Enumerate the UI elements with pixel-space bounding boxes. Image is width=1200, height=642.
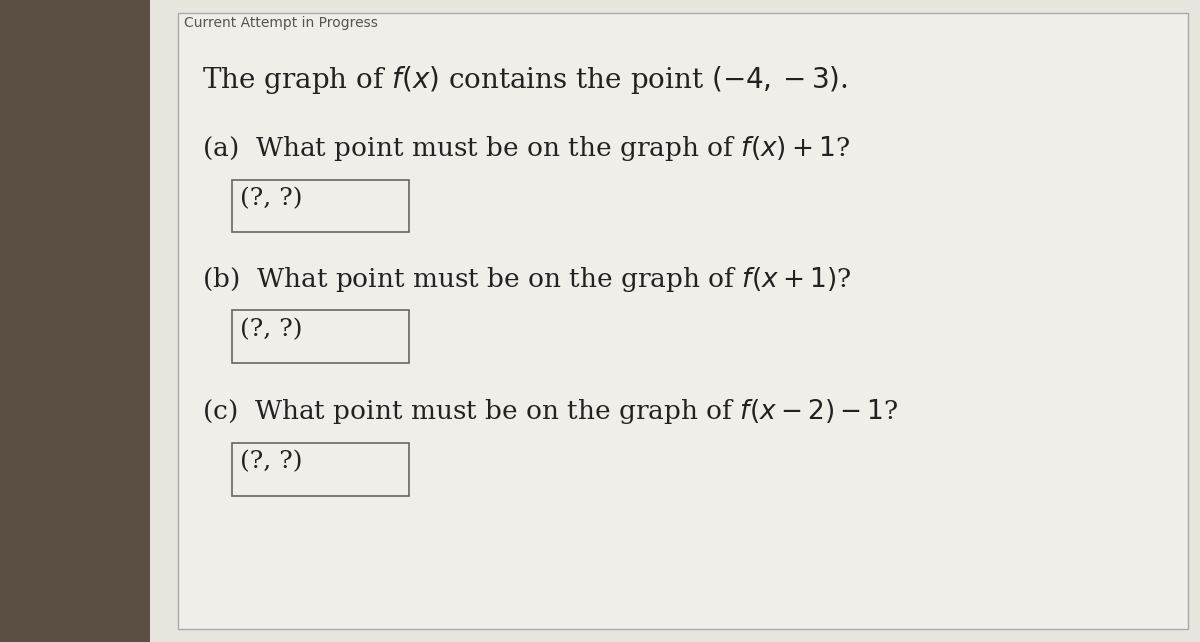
Text: (?, ?): (?, ?) [240, 187, 302, 211]
Text: (c)  What point must be on the graph of $f(x - 2) - 1$?: (c) What point must be on the graph of $… [202, 397, 898, 426]
Text: Current Attempt in Progress: Current Attempt in Progress [184, 16, 378, 30]
Text: The graph of $f(x)$ contains the point $(-4, -3)$.: The graph of $f(x)$ contains the point $… [202, 64, 847, 96]
Text: (?, ?): (?, ?) [240, 318, 302, 342]
Text: (a)  What point must be on the graph of $f(x) + 1$?: (a) What point must be on the graph of $… [202, 134, 850, 162]
Text: (b)  What point must be on the graph of $f(x + 1)$?: (b) What point must be on the graph of $… [202, 265, 851, 293]
Text: (?, ?): (?, ?) [240, 451, 302, 474]
